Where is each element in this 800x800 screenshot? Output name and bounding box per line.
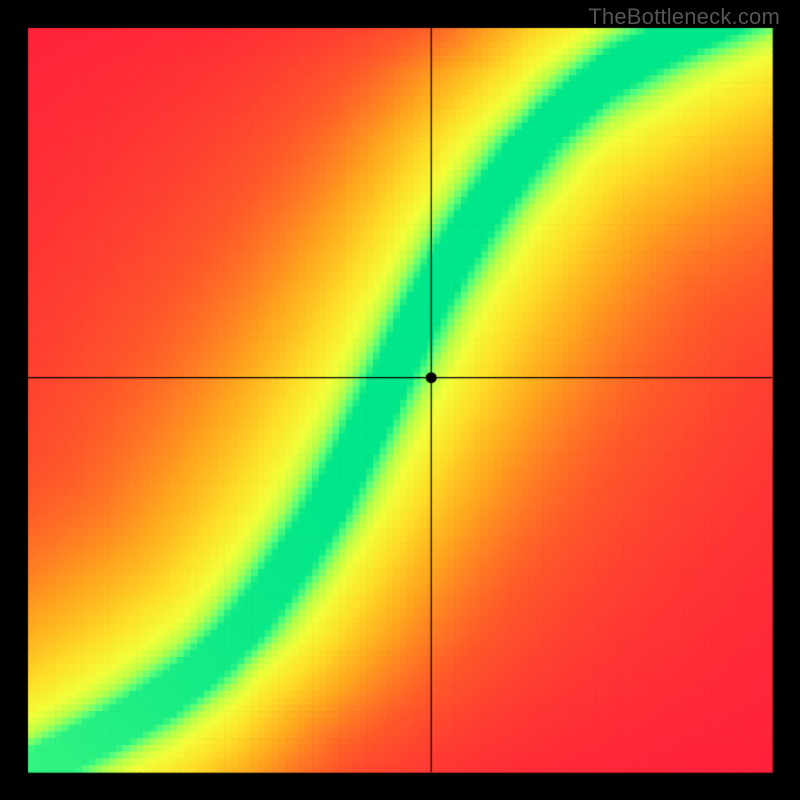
chart-container: TheBottleneck.com xyxy=(0,0,800,800)
heatmap-canvas xyxy=(0,0,800,800)
watermark-label: TheBottleneck.com xyxy=(588,4,780,30)
